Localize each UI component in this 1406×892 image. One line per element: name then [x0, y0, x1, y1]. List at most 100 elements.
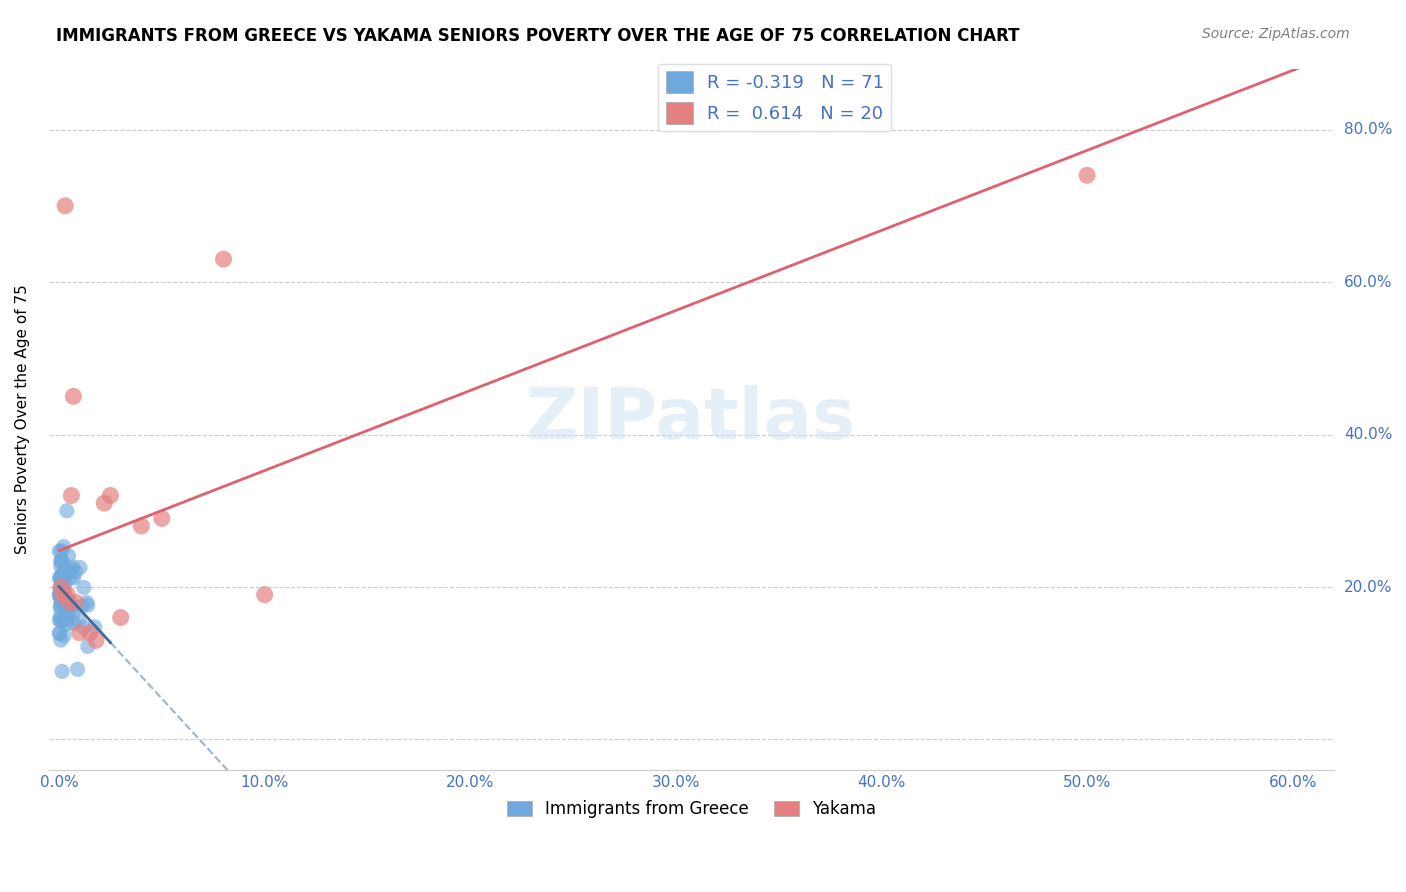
Point [56, 599, 79, 613]
Point [49, 559, 72, 574]
Point [93, 496, 115, 510]
Point [76, 640, 98, 654]
Text: ZIPatlas: ZIPatlas [526, 384, 856, 454]
Point [62, 571, 84, 585]
Point [51, 596, 73, 610]
Point [60, 489, 83, 503]
Point [73, 581, 96, 595]
Text: IMMIGRANTS FROM GREECE VS YAKAMA SENIORS POVERTY OVER THE AGE OF 75 CORRELATION : IMMIGRANTS FROM GREECE VS YAKAMA SENIORS… [56, 27, 1019, 45]
Point [65, 595, 87, 609]
Point [49, 609, 72, 624]
Point [60, 562, 83, 576]
Point [66, 662, 89, 676]
Point [59, 565, 82, 579]
Point [53, 563, 76, 577]
Point [49, 553, 72, 567]
Point [49, 584, 72, 599]
Point [51, 575, 73, 590]
Point [51, 614, 73, 628]
Point [52, 583, 75, 598]
Point [56, 588, 79, 602]
Point [72, 620, 94, 634]
Point [48, 570, 70, 584]
Text: Source: ZipAtlas.com: Source: ZipAtlas.com [1202, 27, 1350, 41]
Point [60, 570, 83, 584]
Point [150, 511, 173, 525]
Text: 40.0%: 40.0% [1344, 427, 1392, 442]
Point [53, 566, 76, 580]
Point [49, 573, 72, 587]
Point [84, 633, 107, 648]
Point [52, 582, 75, 596]
Point [49, 591, 72, 605]
Point [53, 576, 76, 591]
Point [69, 625, 91, 640]
Text: 60.0%: 60.0% [1344, 275, 1392, 290]
Point [58, 595, 80, 609]
Point [55, 595, 77, 609]
Point [55, 605, 77, 619]
Point [52, 588, 75, 602]
Point [62, 616, 84, 631]
Point [52, 580, 75, 594]
Point [62, 389, 84, 403]
Point [49, 580, 72, 594]
Point [51, 554, 73, 568]
Point [65, 565, 87, 579]
Point [49, 633, 72, 648]
Point [52, 588, 75, 602]
Text: 80.0%: 80.0% [1344, 122, 1392, 137]
Point [52, 586, 75, 600]
Point [53, 199, 76, 213]
Point [51, 544, 73, 558]
Point [1076, 168, 1098, 182]
Point [76, 596, 98, 610]
Point [48, 544, 70, 558]
Point [51, 568, 73, 582]
Point [49, 600, 72, 615]
Point [60, 607, 83, 622]
Point [83, 620, 105, 634]
Point [58, 549, 80, 563]
Point [70, 599, 93, 613]
Legend: Immigrants from Greece, Yakama: Immigrants from Greece, Yakama [501, 794, 883, 825]
Point [49, 554, 72, 568]
Point [110, 610, 132, 624]
Point [49, 582, 72, 596]
Point [55, 613, 77, 627]
Point [60, 599, 83, 613]
Point [69, 560, 91, 574]
Text: 20.0%: 20.0% [1344, 580, 1392, 594]
Point [76, 598, 98, 612]
Point [53, 629, 76, 643]
Point [253, 588, 276, 602]
Point [58, 604, 80, 618]
Point [48, 626, 70, 640]
Point [48, 587, 70, 601]
Point [129, 519, 152, 533]
Point [49, 571, 72, 585]
Point [212, 252, 235, 267]
Point [67, 613, 90, 627]
Point [48, 626, 70, 640]
Point [62, 559, 84, 574]
Point [100, 489, 122, 503]
Point [49, 588, 72, 602]
Point [55, 566, 77, 580]
Y-axis label: Seniors Poverty Over the Age of 75: Seniors Poverty Over the Age of 75 [15, 285, 30, 554]
Point [49, 614, 72, 628]
Point [52, 566, 75, 581]
Point [49, 591, 72, 605]
Point [48, 588, 70, 602]
Point [49, 599, 72, 613]
Point [79, 625, 101, 640]
Point [55, 617, 77, 632]
Point [52, 540, 75, 554]
Point [53, 586, 76, 600]
Point [51, 595, 73, 609]
Point [56, 504, 79, 518]
Point [51, 665, 73, 679]
Point [55, 594, 77, 608]
Point [48, 613, 70, 627]
Point [51, 573, 73, 587]
